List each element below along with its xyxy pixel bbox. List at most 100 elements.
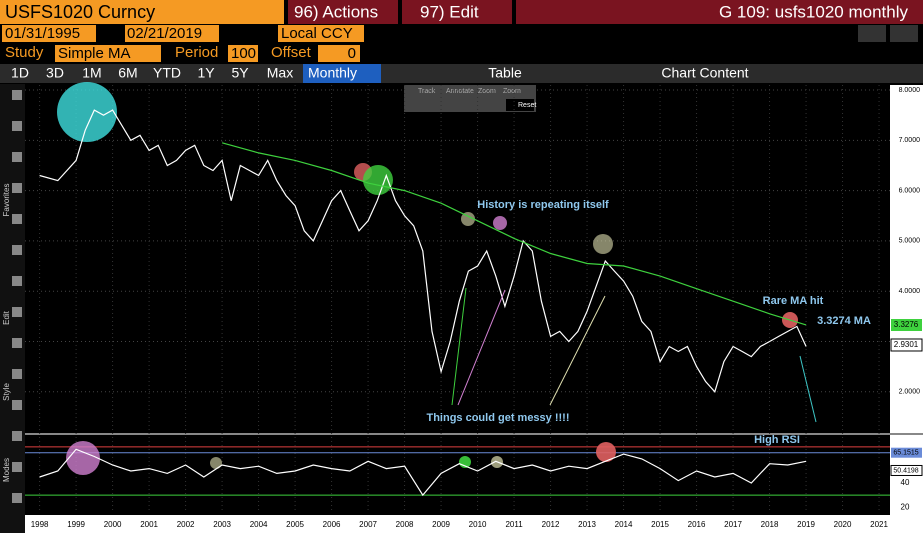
x-tick-label: 2020	[834, 520, 852, 529]
tool-icon[interactable]	[12, 121, 22, 131]
mini-tool: Zoom	[503, 88, 521, 95]
x-tick-label: 2018	[761, 520, 779, 529]
range-tab[interactable]: 6M	[118, 65, 137, 81]
side-label: Style	[2, 383, 11, 401]
currency-box[interactable]	[278, 25, 364, 42]
y-tick-label: 2.0000	[899, 389, 921, 396]
tool-icon[interactable]	[12, 338, 22, 348]
price-line	[39, 109, 807, 393]
frequency: Monthly	[308, 65, 357, 81]
tab-bar	[0, 64, 923, 83]
rsi-value: 50.4198	[893, 467, 918, 474]
highlight-circle	[363, 165, 393, 195]
study-box[interactable]	[55, 45, 161, 62]
highlight-circle	[596, 442, 616, 462]
currency: Local CCY	[281, 25, 353, 42]
tool-icon[interactable]	[12, 90, 22, 100]
y-tick-label: 6.0000	[899, 187, 921, 194]
undo-button[interactable]	[858, 25, 886, 42]
annotation-arrow	[451, 287, 467, 406]
title-bar	[516, 0, 923, 24]
mini-tool: Zoom	[478, 88, 496, 95]
tool-icon[interactable]	[12, 276, 22, 286]
ticker-box[interactable]	[0, 0, 284, 24]
tool-icon[interactable]	[12, 493, 22, 503]
highlight-circle	[210, 457, 222, 469]
end-date: 02/21/2019	[127, 25, 202, 42]
range-tab[interactable]: 5Y	[231, 65, 249, 81]
range-tab[interactable]: Max	[267, 65, 293, 81]
highlight-circle	[66, 441, 100, 475]
x-tick-label: 2016	[688, 520, 706, 529]
tool-icon[interactable]	[12, 431, 22, 441]
ma-value-box	[891, 319, 922, 332]
ma-line	[221, 142, 807, 326]
tool-icon[interactable]	[12, 152, 22, 162]
range-tab[interactable]: 3D	[46, 65, 64, 81]
actions-button[interactable]	[288, 0, 398, 24]
x-tick-label: 1999	[67, 520, 85, 529]
annotation: History is repeating itself	[477, 199, 609, 211]
x-tick-label: 2012	[542, 520, 560, 529]
edit-button[interactable]	[402, 0, 512, 24]
tool-icon[interactable]	[12, 245, 22, 255]
x-tick-label: 2002	[177, 520, 195, 529]
start-date-box[interactable]	[2, 25, 96, 42]
x-tick-label: 2005	[286, 520, 304, 529]
actions-label: 96) Actions	[294, 2, 378, 21]
y-tick-label: 8.0000	[899, 87, 921, 94]
chart-content-button[interactable]: Chart Content	[661, 65, 748, 81]
rsi-value-box	[890, 464, 923, 476]
tool-icon[interactable]	[12, 400, 22, 410]
year-bar	[25, 515, 923, 533]
rsi-tick-label: 20	[901, 502, 910, 511]
frequency-button[interactable]	[303, 64, 381, 83]
ma-value: 3.3276	[894, 320, 919, 329]
edit-label: 97) Edit	[420, 2, 479, 21]
x-tick-label: 2015	[651, 520, 669, 529]
range-tab[interactable]: 1D	[11, 65, 29, 81]
price-value-box	[890, 338, 923, 352]
table-button[interactable]: Table	[488, 65, 522, 81]
redo-button[interactable]	[890, 25, 918, 42]
x-tick-label: 2009	[432, 520, 450, 529]
tool-icon[interactable]	[12, 307, 22, 317]
rsi-tick-label: 40	[901, 478, 910, 487]
side-label: Favorites	[2, 184, 11, 217]
start-date: 01/31/1995	[5, 25, 80, 42]
ticker: USFS1020 Curncy	[5, 2, 155, 22]
annotation: Rare MA hit	[763, 295, 824, 307]
reset-box	[506, 99, 534, 111]
side-label: Edit	[2, 310, 11, 325]
y-tick-label: 5.0000	[899, 238, 921, 245]
end-date-box[interactable]	[125, 25, 219, 42]
annotation: 3.3274 MA	[817, 315, 871, 327]
tool-icon[interactable]	[12, 214, 22, 224]
tool-icon[interactable]	[12, 462, 22, 472]
axis-panel	[890, 85, 923, 518]
range-tab[interactable]: 1Y	[197, 65, 215, 81]
period: 100	[231, 45, 256, 62]
x-tick-label: 2006	[323, 520, 341, 529]
range-tab[interactable]: 1M	[82, 65, 101, 81]
x-tick-label: 2021	[870, 520, 888, 529]
period-box[interactable]	[228, 45, 258, 62]
x-tick-label: 2011	[505, 520, 523, 529]
tool-icon[interactable]	[12, 369, 22, 379]
period-label: Period	[175, 44, 218, 61]
x-tick-label: 2003	[213, 520, 231, 529]
offset-label: Offset	[271, 44, 312, 61]
highlight-circle	[493, 216, 507, 230]
y-tick-label: 4.0000	[899, 288, 921, 295]
annotation-arrow	[549, 295, 606, 406]
x-tick-label: 2017	[724, 520, 742, 529]
offset-box[interactable]	[318, 45, 360, 62]
x-tick-label: 2000	[104, 520, 122, 529]
range-tab[interactable]: YTD	[153, 65, 181, 81]
tool-icon[interactable]	[12, 183, 22, 193]
annotation: Things could get messy !!!!	[426, 412, 569, 424]
annotation: High RSI	[754, 434, 800, 446]
study-label: Study	[5, 44, 44, 61]
